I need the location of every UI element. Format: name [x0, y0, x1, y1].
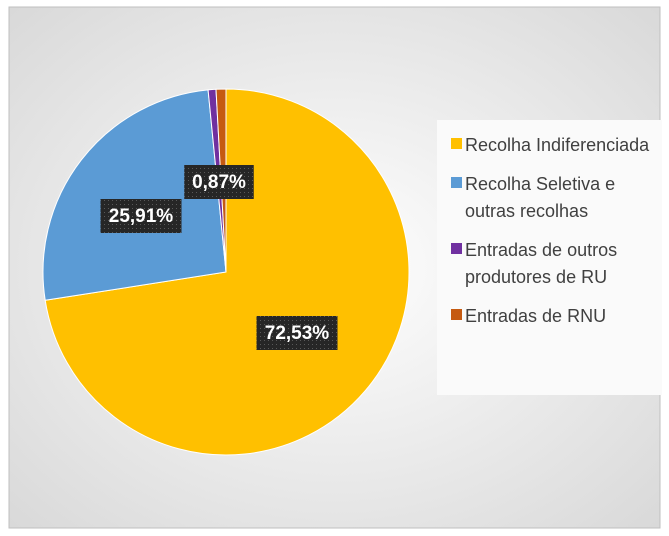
legend-label: Entradas de RNU	[465, 306, 607, 326]
value-label-box	[100, 199, 182, 233]
legend-item: Entradas de RNU	[451, 303, 654, 330]
legend-swatch	[451, 177, 462, 188]
value-label: 72,53%	[265, 323, 330, 344]
value-label: 0,87%	[192, 172, 246, 193]
legend: Recolha Indiferenciada Recolha Seletiva e…	[437, 120, 662, 395]
pie-slice	[42, 89, 227, 301]
legend-label: Recolha Seletiva e outras recolhas	[465, 174, 616, 221]
legend-swatch	[451, 309, 462, 320]
legend-label: Recolha Indiferenciada	[465, 135, 650, 155]
legend-label: Entradas de outros produtores de RU	[465, 240, 618, 287]
legend-swatch	[451, 138, 462, 149]
legend-item: Recolha Seletiva e outras recolhas	[451, 171, 654, 225]
value-label-box	[256, 316, 338, 350]
legend-item: Recolha Indiferenciada	[451, 132, 654, 159]
legend-item: Entradas de outros produtores de RU	[451, 237, 654, 291]
value-label-box	[184, 165, 254, 199]
legend-swatch	[451, 243, 462, 254]
value-label: 25,91%	[109, 206, 174, 227]
pie-slice	[44, 88, 410, 456]
